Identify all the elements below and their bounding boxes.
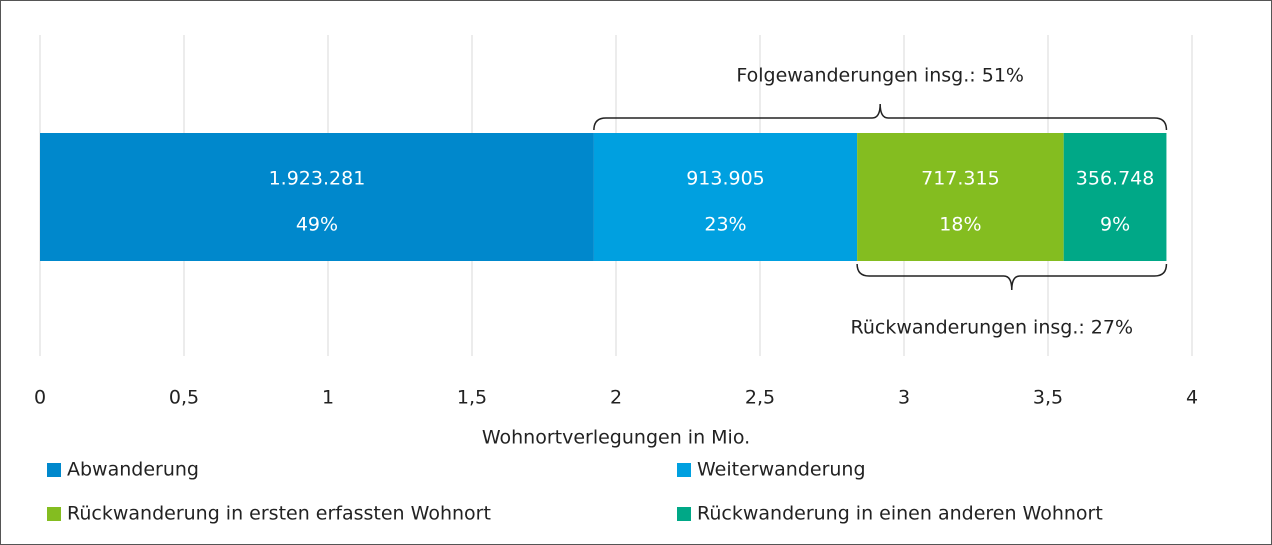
legend-swatch xyxy=(47,507,61,521)
annotation: Folgewanderungen insg.: 51% xyxy=(736,65,1024,87)
legend-label: Weiterwanderung xyxy=(697,459,866,481)
share-label: 23% xyxy=(704,214,746,236)
value-label: 717.315 xyxy=(921,168,1000,190)
bar-segment xyxy=(593,133,858,261)
x-tick-label: 0,5 xyxy=(169,387,199,409)
annotation: Rückwanderungen insg.: 27% xyxy=(851,317,1134,339)
brace xyxy=(856,263,1168,291)
x-tick-label: 1 xyxy=(322,387,334,409)
legend-swatch xyxy=(677,507,691,521)
legend-swatch xyxy=(47,463,61,477)
x-tick-label: 3,5 xyxy=(1033,387,1063,409)
x-tick-label: 1,5 xyxy=(457,387,487,409)
x-tick-label: 2,5 xyxy=(745,387,775,409)
legend-label: Rückwanderung in einen anderen Wohnort xyxy=(697,503,1103,525)
x-tick-label: 3 xyxy=(898,387,910,409)
bar-segment xyxy=(1063,133,1167,261)
value-label: 356.748 xyxy=(1076,168,1155,190)
legend-swatch xyxy=(677,463,691,477)
legend-label: Abwanderung xyxy=(67,459,199,481)
brace xyxy=(593,103,1168,131)
x-tick-label: 2 xyxy=(610,387,622,409)
bar-segment xyxy=(40,133,594,261)
share-label: 9% xyxy=(1100,214,1130,236)
bar-segment xyxy=(857,133,1064,261)
x-axis-title: Wohnortverlegungen in Mio. xyxy=(482,427,750,449)
x-tick-label: 4 xyxy=(1186,387,1198,409)
share-label: 49% xyxy=(296,214,338,236)
value-label: 913.905 xyxy=(686,168,765,190)
x-tick-label: 0 xyxy=(34,387,46,409)
value-label: 1.923.281 xyxy=(269,168,366,190)
share-label: 18% xyxy=(939,214,981,236)
legend-label: Rückwanderung in ersten erfassten Wohnor… xyxy=(67,503,491,525)
